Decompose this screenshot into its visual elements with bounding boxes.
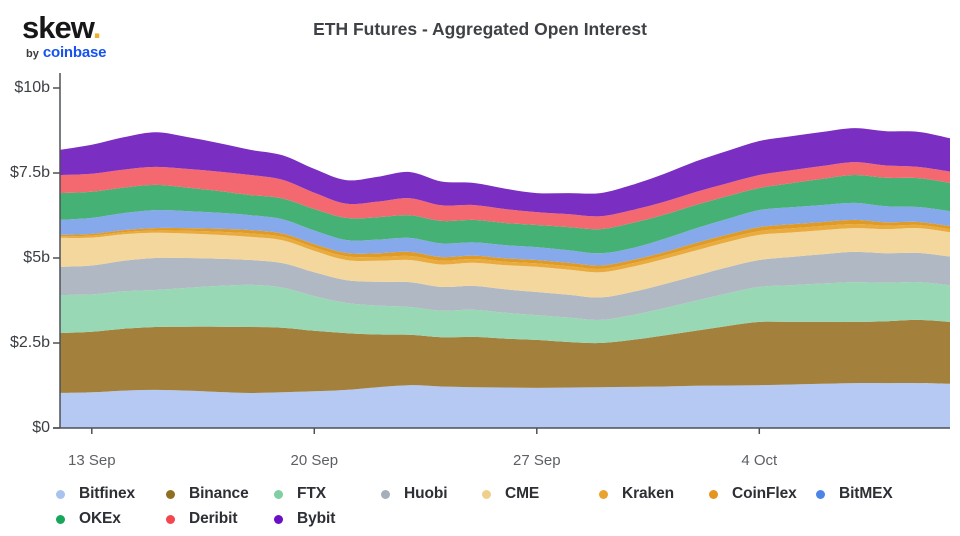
area-bitmex[interactable]	[60, 202, 950, 266]
legend-row-2: OKEx Deribit Bybit	[0, 509, 960, 531]
legend-item-bitmex[interactable]: BitMEX	[816, 484, 893, 504]
y-tick-label: $7.5b	[9, 164, 50, 181]
legend-row-1: Bitfinex Binance FTX Huobi CME Kraken CoinFlex…	[0, 484, 960, 506]
legend-label: Kraken	[622, 485, 674, 502]
area-deribit[interactable]	[60, 162, 950, 230]
area-okex[interactable]	[60, 174, 950, 254]
legend-label: Bybit	[297, 510, 336, 527]
stacked-area-chart[interactable]	[53, 73, 950, 438]
logo-wordmark: skew.	[22, 12, 106, 43]
legend-dot-icon	[56, 489, 65, 499]
legend-label: Huobi	[404, 485, 448, 502]
logo-byline: by coinbase	[22, 45, 106, 61]
area-ftx[interactable]	[60, 282, 950, 344]
legend-label: CME	[505, 485, 540, 502]
y-tick-label: $5b	[23, 249, 50, 266]
legend-dot-icon	[274, 514, 283, 524]
legend-item-cme[interactable]: CME	[482, 484, 539, 504]
legend-item-deribit[interactable]: Deribit	[166, 509, 237, 529]
y-tick-label: $2.5b	[9, 334, 50, 351]
logo-brand-text: skew	[22, 10, 94, 45]
x-tick-label: 27 Sep	[513, 452, 561, 469]
legend-label: Bitfinex	[79, 485, 136, 502]
legend-dot-icon	[166, 514, 175, 524]
area-binance[interactable]	[60, 319, 950, 393]
y-tick-label: $0	[32, 419, 50, 436]
x-tick-label: 13 Sep	[68, 452, 116, 469]
legend-item-kraken[interactable]: Kraken	[599, 484, 674, 504]
area-coinflex[interactable]	[60, 219, 950, 269]
y-tick-label: $10b	[14, 79, 50, 96]
plot-area[interactable]	[53, 73, 950, 438]
legend-dot-icon	[709, 489, 718, 499]
legend-label: CoinFlex	[732, 485, 797, 502]
x-tick-label: 4 Oct	[741, 452, 778, 469]
legend-item-coinflex[interactable]: CoinFlex	[709, 484, 797, 504]
chart-title: ETH Futures - Aggregated Open Interest	[313, 19, 647, 39]
legend-label: FTX	[297, 485, 326, 502]
logo-byline-by: by	[26, 48, 39, 60]
legend-dot-icon	[274, 489, 283, 499]
legend-label: OKEx	[79, 510, 121, 527]
area-bitfinex[interactable]	[60, 383, 950, 428]
legend-item-bybit[interactable]: Bybit	[274, 509, 335, 529]
legend-item-binance[interactable]: Binance	[166, 484, 249, 504]
legend-label: Binance	[189, 485, 249, 502]
x-tick-label: 20 Sep	[290, 452, 339, 469]
legend-dot-icon	[599, 489, 608, 499]
legend-dot-icon	[166, 489, 175, 499]
legend-item-huobi[interactable]: Huobi	[381, 484, 448, 504]
legend-item-okex[interactable]: OKEx	[56, 509, 121, 529]
area-huobi[interactable]	[60, 251, 950, 320]
legend-dot-icon	[381, 489, 390, 499]
area-kraken[interactable]	[60, 223, 950, 273]
area-bybit[interactable]	[60, 128, 950, 217]
legend-dot-icon	[482, 489, 491, 499]
area-cme[interactable]	[60, 227, 950, 298]
logo-dot: .	[92, 10, 102, 45]
skew-logo: skew. by coinbase	[22, 12, 106, 61]
coinbase-wordmark: coinbase	[42, 44, 107, 61]
legend-label: BitMEX	[839, 485, 893, 502]
legend-dot-icon	[56, 514, 65, 524]
legend-item-bitfinex[interactable]: Bitfinex	[56, 484, 135, 504]
legend-item-ftx[interactable]: FTX	[274, 484, 326, 504]
legend-label: Deribit	[189, 510, 238, 527]
legend-dot-icon	[816, 489, 825, 499]
